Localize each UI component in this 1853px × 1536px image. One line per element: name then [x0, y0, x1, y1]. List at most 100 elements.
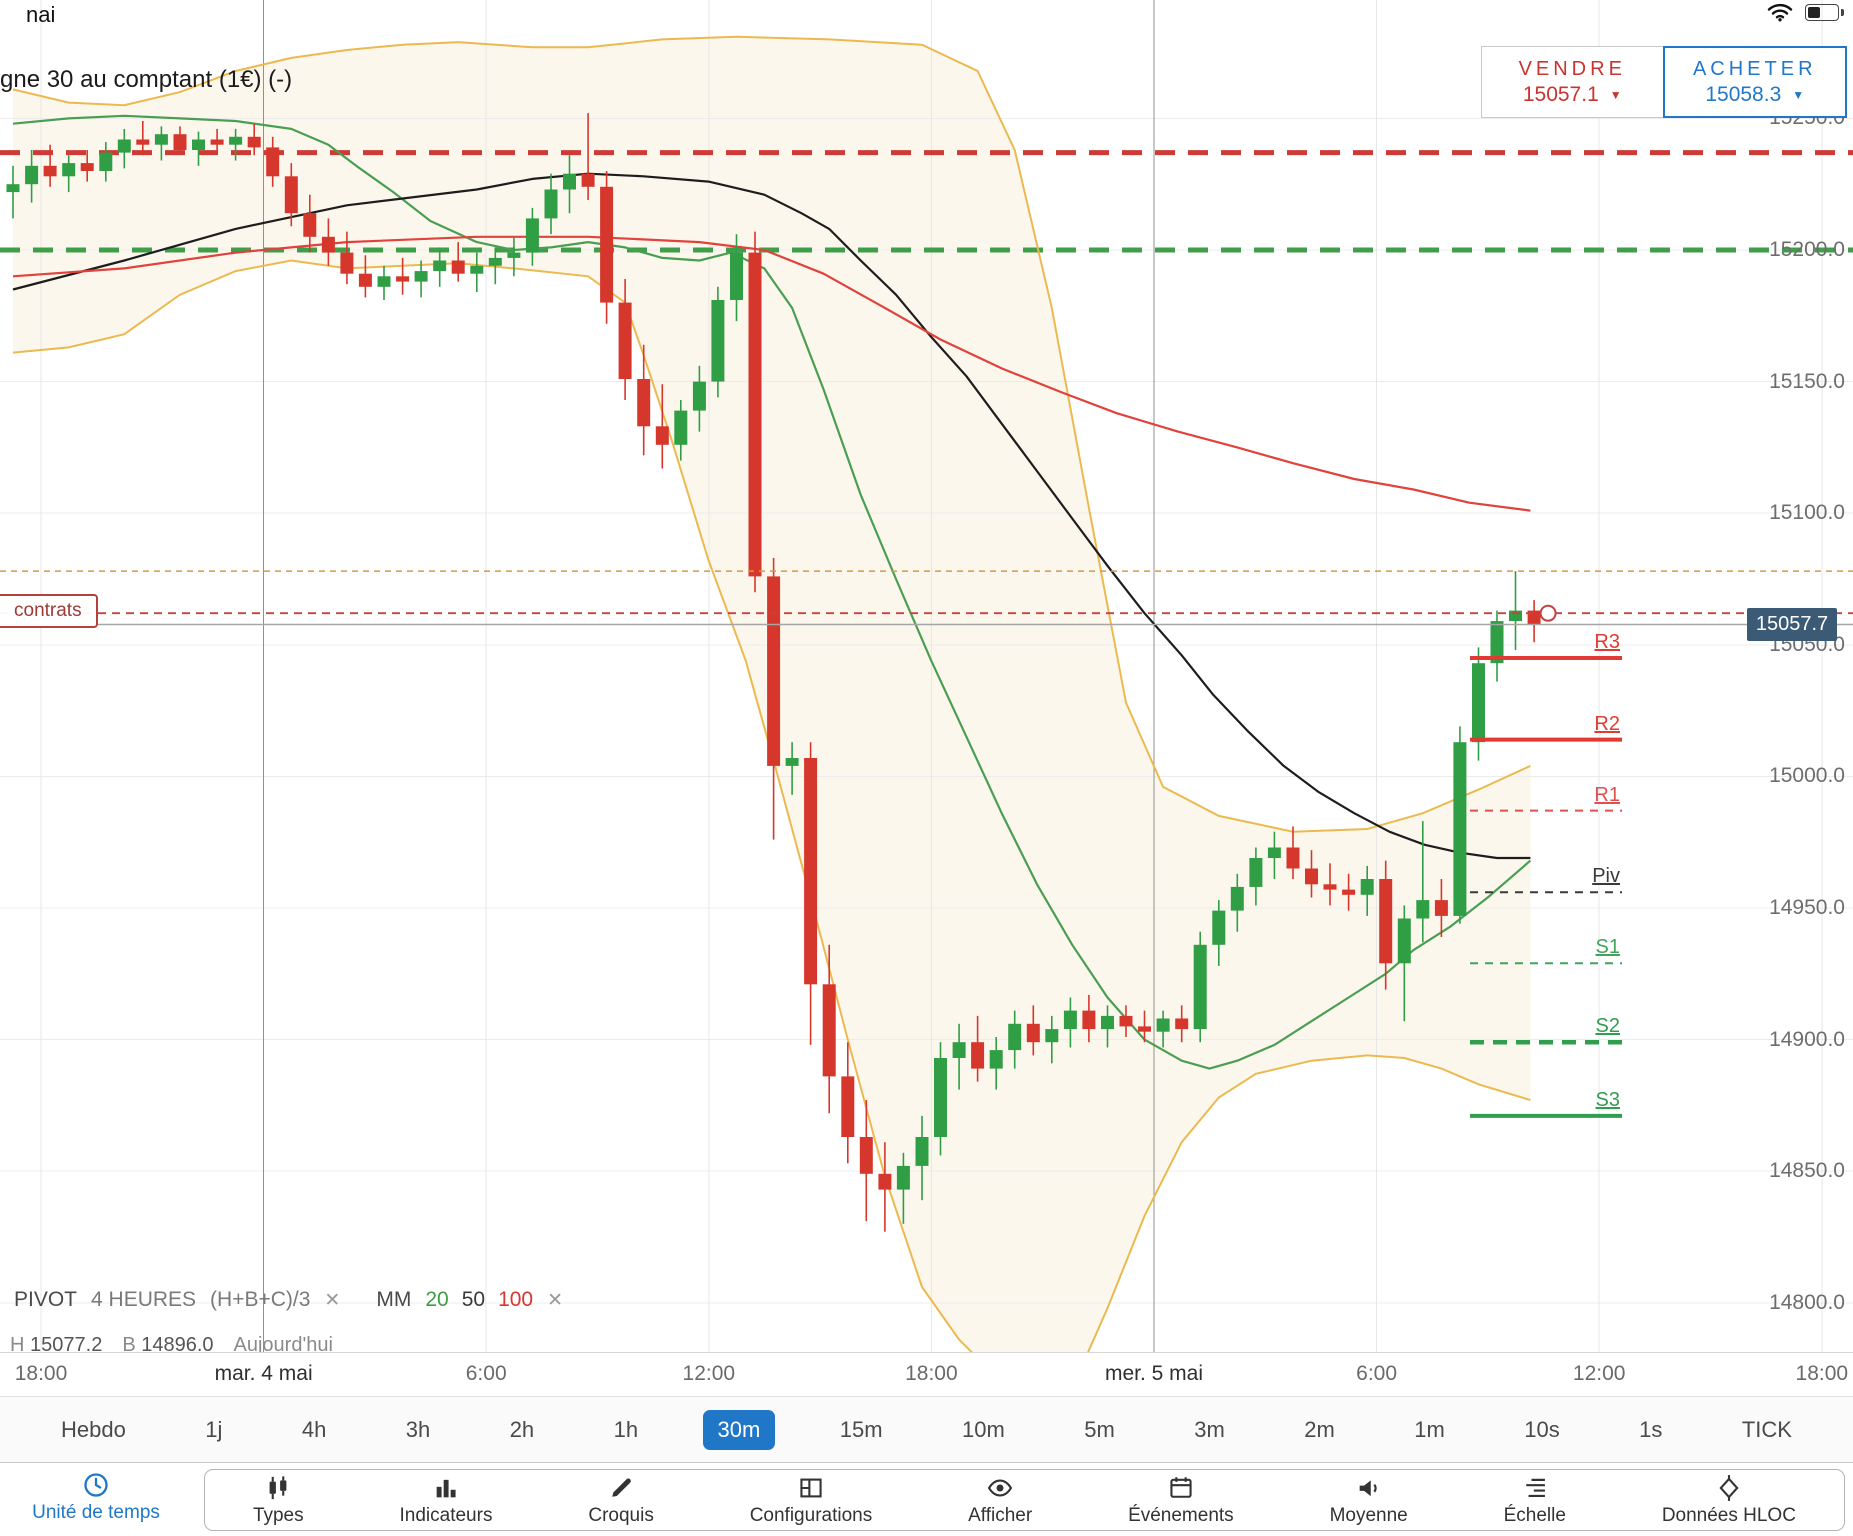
- candle: [1286, 826, 1300, 879]
- price-tick-14850.0: 14850.0: [1769, 1159, 1845, 1183]
- timeframe-1s[interactable]: 1s: [1639, 1416, 1663, 1442]
- timeframe-1m[interactable]: 1m: [1414, 1416, 1445, 1442]
- toolbar-donn-es-hloc[interactable]: Données HLOC: [1662, 1474, 1796, 1527]
- candle: [1509, 571, 1522, 651]
- candle: [618, 279, 632, 400]
- order-marker-icon[interactable]: [1539, 604, 1557, 622]
- remove-pivot-icon[interactable]: ✕: [324, 1289, 341, 1311]
- toolbar-moyenne[interactable]: Moyenne: [1330, 1474, 1408, 1527]
- toolbar-v-nements[interactable]: Événements: [1128, 1474, 1234, 1527]
- remove-mm-icon[interactable]: ✕: [547, 1289, 564, 1311]
- timeframe-10m[interactable]: 10m: [962, 1416, 1005, 1442]
- candle: [896, 1152, 910, 1224]
- candle: [321, 218, 335, 266]
- pivot-label-S2: S2: [1595, 1015, 1620, 1038]
- buy-label: ACHETER: [1692, 57, 1817, 80]
- candle: [43, 144, 57, 187]
- chart-canvas[interactable]: [0, 0, 1853, 1352]
- status-icons: [1767, 3, 1844, 22]
- candle: [210, 128, 224, 153]
- sell-dropdown-icon[interactable]: ▼: [1609, 87, 1622, 102]
- price-chart[interactable]: gne 30 au comptant (1€) (-) 15250.015200…: [0, 0, 1853, 1352]
- candle: [488, 247, 502, 285]
- candle: [971, 1015, 985, 1082]
- candlestick-icon: [264, 1474, 292, 1502]
- timeframe-tick[interactable]: TICK: [1741, 1416, 1792, 1442]
- candle: [266, 136, 280, 187]
- timeframe-2h[interactable]: 2h: [509, 1416, 535, 1442]
- time-tick-18:00: 18:00: [14, 1362, 68, 1385]
- timeframe-15m[interactable]: 15m: [839, 1416, 883, 1442]
- candle: [1156, 1010, 1170, 1048]
- candle: [1323, 863, 1337, 906]
- candle: [1305, 850, 1318, 898]
- candle: [544, 173, 558, 235]
- timeframe-1j[interactable]: 1j: [205, 1416, 223, 1442]
- candle: [692, 365, 706, 432]
- candle: [1082, 994, 1096, 1043]
- timeframe-3m[interactable]: 3m: [1194, 1416, 1225, 1442]
- toolbar-afficher[interactable]: Afficher: [968, 1474, 1032, 1527]
- candle: [1026, 1005, 1040, 1056]
- candle: [730, 234, 743, 322]
- candle: [859, 1100, 873, 1222]
- candle: [841, 1042, 855, 1164]
- mm-period-100: 100: [498, 1288, 534, 1311]
- candle: [711, 286, 725, 398]
- position-tag[interactable]: contrats: [0, 594, 98, 628]
- candle: [377, 265, 391, 300]
- toolbar-croquis[interactable]: Croquis: [588, 1474, 654, 1527]
- MM100-line: [12, 235, 1531, 512]
- candle: [1193, 931, 1207, 1043]
- pivot-label-R1: R1: [1594, 783, 1620, 806]
- candle: [1434, 879, 1448, 937]
- buy-button[interactable]: ACHETER 15058.3 ▼: [1662, 46, 1847, 118]
- timeframe-bar: Hebdo 1j 4h 3h 2h 1h 30m 15m 10m 5m 3m 2m 1m 10s 1s TIC…: [0, 1396, 1853, 1462]
- price-tick-14900.0: 14900.0: [1769, 1027, 1845, 1051]
- candle: [1212, 900, 1226, 966]
- candle: [1416, 821, 1430, 943]
- candle: [581, 113, 595, 200]
- timeframe-5m[interactable]: 5m: [1084, 1416, 1115, 1442]
- timeframe-10s[interactable]: 10s: [1524, 1416, 1560, 1442]
- timeframe-30m[interactable]: 30m: [702, 1409, 776, 1450]
- buy-dropdown-icon[interactable]: ▼: [1792, 87, 1805, 102]
- eye-icon: [986, 1474, 1014, 1502]
- candle: [989, 1037, 1003, 1090]
- timeframe-hebdo[interactable]: Hebdo: [61, 1416, 126, 1442]
- hloc-icon: [1715, 1474, 1743, 1502]
- candle: [952, 1023, 966, 1090]
- toolbar-unit-de-temps[interactable]: Unité de temps: [14, 1471, 178, 1524]
- candle: [451, 242, 465, 282]
- time-axis[interactable]: 18:00 mar. 4 mai 6:00 12:00 18:00 mer. 5 mai 6…: [0, 1352, 1853, 1397]
- toolbar-indicateurs[interactable]: Indicateurs: [400, 1474, 492, 1527]
- price-tick-14800.0: 14800.0: [1769, 1290, 1845, 1314]
- candle: [229, 128, 243, 161]
- MM50-line: [12, 172, 1531, 860]
- candle: [1490, 610, 1504, 682]
- layout-icon: [797, 1474, 825, 1502]
- candle: [915, 1115, 929, 1201]
- pivot-label-R3: R3: [1594, 631, 1620, 653]
- candle: [396, 257, 410, 295]
- timeframe-3h[interactable]: 3h: [405, 1416, 431, 1442]
- sell-button[interactable]: VENDRE 15057.1 ▼: [1481, 46, 1663, 118]
- pivot-lines: [1470, 656, 1622, 1118]
- toolbar-types[interactable]: Types: [253, 1474, 304, 1527]
- timeframe-1h[interactable]: 1h: [613, 1416, 639, 1442]
- speaker-icon: [1355, 1474, 1383, 1502]
- current-price-tag: 15057.7: [1747, 608, 1837, 641]
- pencil-icon: [607, 1474, 635, 1502]
- candle: [767, 557, 781, 840]
- time-tick-18:00: 18:00: [1795, 1362, 1849, 1385]
- pivot-label-S1: S1: [1595, 936, 1620, 959]
- status-partial-text: nai: [26, 2, 56, 27]
- timeframe-4h[interactable]: 4h: [301, 1416, 327, 1442]
- toolbar-configurations[interactable]: Configurations: [750, 1474, 872, 1527]
- candle: [1101, 1005, 1114, 1048]
- candle: [600, 171, 614, 324]
- timeframe-2m[interactable]: 2m: [1304, 1416, 1335, 1442]
- candle: [1527, 600, 1541, 643]
- toolbar-chelle[interactable]: Échelle: [1504, 1474, 1566, 1527]
- pivot-label-Piv: Piv: [1592, 865, 1620, 888]
